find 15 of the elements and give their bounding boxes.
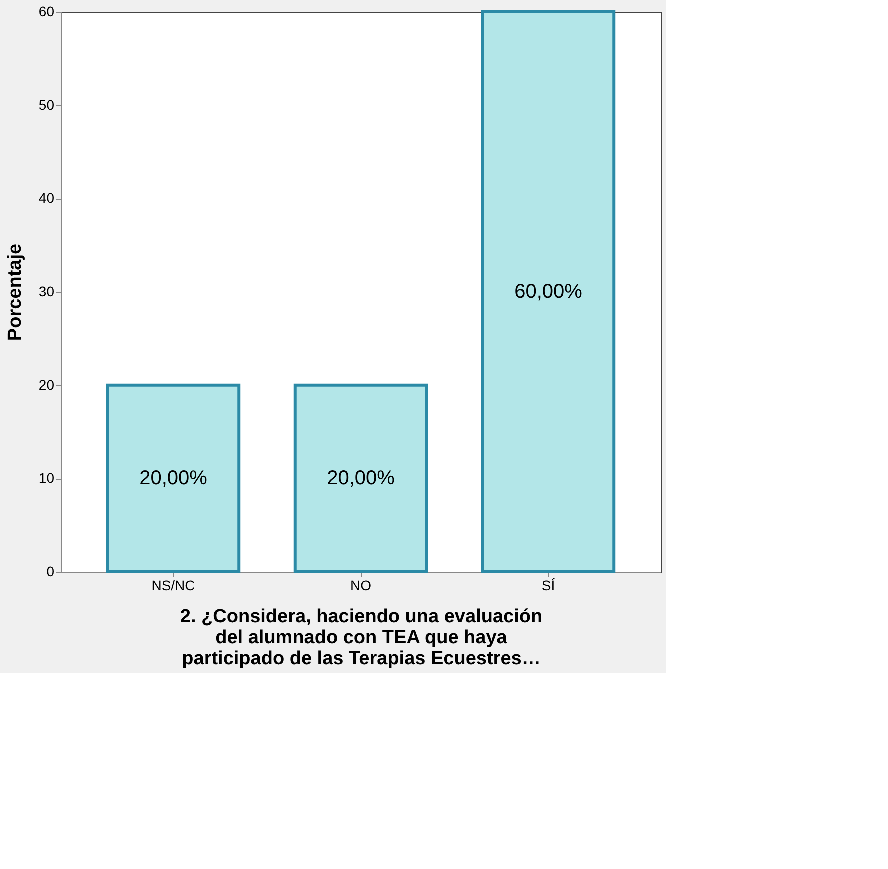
y-tick-label: 40 bbox=[38, 190, 55, 206]
x-tick-label: NO bbox=[350, 578, 372, 594]
data-label: 20,00% bbox=[140, 468, 208, 490]
y-tick-label: 0 bbox=[46, 564, 55, 580]
data-label: 60,00% bbox=[514, 281, 583, 303]
y-tick-label: 20 bbox=[38, 376, 55, 393]
data-label: 20,00% bbox=[327, 468, 396, 490]
x-tick-label: NS/NC bbox=[152, 578, 196, 594]
x-tick-label: SÍ bbox=[542, 578, 556, 594]
y-tick-label: 50 bbox=[38, 96, 55, 113]
x-axis-title: 2. ¿Considera, haciendo una evaluación del alumnado con TEA que haya participado de las Terapias Ecuestres… bbox=[180, 606, 543, 670]
y-axis-title: Porcentaje bbox=[4, 244, 26, 342]
y-tick-label: 10 bbox=[38, 470, 55, 486]
y-tick-label: 60 bbox=[38, 4, 55, 20]
y-tick-label: 30 bbox=[38, 284, 55, 300]
